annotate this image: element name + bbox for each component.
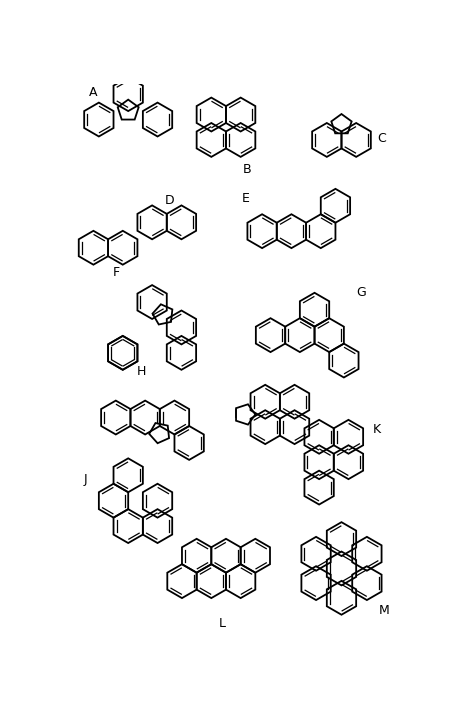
Text: E: E bbox=[241, 192, 249, 205]
Text: D: D bbox=[165, 194, 174, 207]
Text: H: H bbox=[137, 365, 146, 378]
Text: A: A bbox=[89, 86, 98, 99]
Text: I: I bbox=[233, 408, 237, 421]
Text: B: B bbox=[243, 163, 252, 176]
Text: G: G bbox=[356, 286, 365, 299]
Text: C: C bbox=[377, 132, 386, 145]
Text: F: F bbox=[112, 266, 119, 278]
Text: M: M bbox=[378, 604, 389, 618]
Text: J: J bbox=[84, 472, 88, 486]
Text: L: L bbox=[219, 618, 226, 630]
Text: K: K bbox=[373, 423, 381, 436]
